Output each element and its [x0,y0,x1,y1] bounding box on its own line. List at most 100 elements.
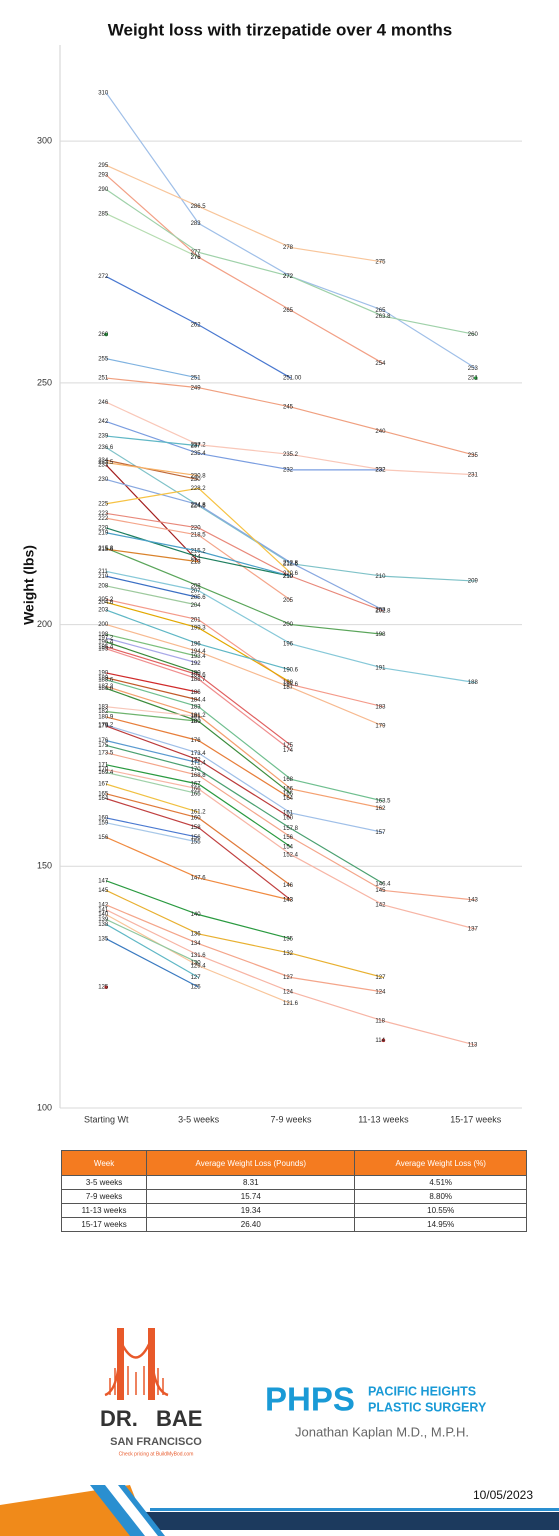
data-label: 160 [191,816,202,822]
series-line [105,836,292,901]
data-label: 142 [98,903,109,909]
data-label: 188 [468,680,479,686]
data-label: 230 [98,477,109,483]
series-line [106,798,292,901]
data-labels: 310 283 272 265 253 295 286.5 278 275 293 276 265 25… [98,90,478,1048]
series-line [105,880,292,940]
series-line [106,711,199,722]
series-line [106,459,199,481]
series-line [106,716,292,800]
doctor-name: Jonathan Kaplan M.D., M.P.H. [295,1424,469,1439]
data-label: 234 [98,458,109,464]
table-header: Week Average Weight Loss (Pounds) Averag… [60,1150,527,1176]
data-label: 218.5 [191,533,207,539]
data-label: 276 [191,255,202,261]
data-label: 183 [375,704,386,710]
chart: Weight loss with tirzepatide over 4 mont… [21,20,522,1124]
data-label: 232 [283,467,294,473]
data-label: 190 [191,671,202,677]
data-label: 175 [283,743,294,749]
series-line [106,532,292,577]
data-label: 208 [191,583,202,589]
data-label: 190.6 [283,668,299,674]
data-label: 212.8 [283,560,299,566]
data-label: 147 [98,878,109,884]
data-label: 242 [98,419,109,425]
data-label: 165 [283,791,294,797]
data-label: 255 [98,356,109,362]
data-label: 176 [98,738,109,744]
table-row: 11-13 weeks 19.34 10.55% [60,1203,527,1218]
data-label: 207 [191,588,202,594]
data-label: 215.6 [98,547,114,553]
data-label: 199.3 [191,626,207,632]
data-label: 251 [191,376,202,382]
data-label: 210 [283,574,294,580]
series-line [106,793,292,887]
series-line [106,771,199,795]
data-label: 187.2 [98,684,114,690]
data-label: 188 [283,680,294,686]
data-label: 134 [191,941,202,947]
data-label: 224.8 [191,502,207,508]
data-label: 161 [283,811,294,817]
data-label: 224.6 [191,503,207,509]
data-label: 232 [375,467,386,473]
series-line [105,213,199,258]
data-label: 183 [191,704,202,710]
data-label: 278 [283,245,294,251]
data-label: 125 [191,985,202,991]
series-point [104,985,108,989]
series-line [106,420,384,471]
data-label: 164 [283,796,294,802]
data-label: 263.8 [375,314,391,320]
data-label: 184.4 [191,698,207,704]
series-line [105,92,477,369]
series-line [106,637,199,664]
series-line [105,164,384,263]
series-line [106,527,292,577]
series-line [106,585,199,606]
data-label: 146 [283,883,294,889]
data-label: 160 [98,816,109,822]
table-row: 15-17 weeks 26.40 14.95% [60,1217,527,1232]
data-label: 211 [98,569,108,575]
data-label: 154 [283,845,294,851]
data-label: 285 [98,211,109,217]
data-label: 175 [98,743,109,749]
chart-title: Weight loss with tirzepatide over 4 mont… [108,20,452,39]
data-label: 182 [98,709,109,715]
series-line [105,401,476,476]
data-label: 225 [98,501,109,507]
dr-bae-logo [104,1328,169,1400]
data-label: 179.2 [98,723,114,729]
data-label: 135 [283,936,294,942]
data-label: 246 [98,400,109,406]
series-line [106,648,292,751]
data-label: 136 [191,932,202,938]
data-label: 286.5 [191,204,207,210]
data-label: 179 [375,724,386,730]
data-label: 196 [283,642,294,648]
data-label: 161.2 [191,810,207,816]
data-label: 210.6 [283,571,299,577]
series-line [106,487,292,574]
data-label: 210 [283,574,294,580]
data-label: 232 [375,467,386,473]
series-line [106,817,199,838]
data-label: 253 [468,366,479,372]
phps-name: PLASTIC SURGERY [368,1400,487,1414]
data-label: 124 [283,990,294,996]
series-point [381,1038,386,1043]
data-label: 181.2 [191,713,207,719]
data-label: 137 [468,927,479,933]
data-label: 205.2 [98,597,114,603]
data-label: 228.2 [191,486,207,492]
data-label: 152.4 [283,852,299,858]
data-label: 262 [191,322,202,328]
data-label: 169.4 [98,770,114,776]
logo-text: Check pricing at BuildMyBod.com [119,1451,194,1457]
series-line [106,462,199,477]
series-line [106,685,384,809]
series-line [106,377,476,456]
